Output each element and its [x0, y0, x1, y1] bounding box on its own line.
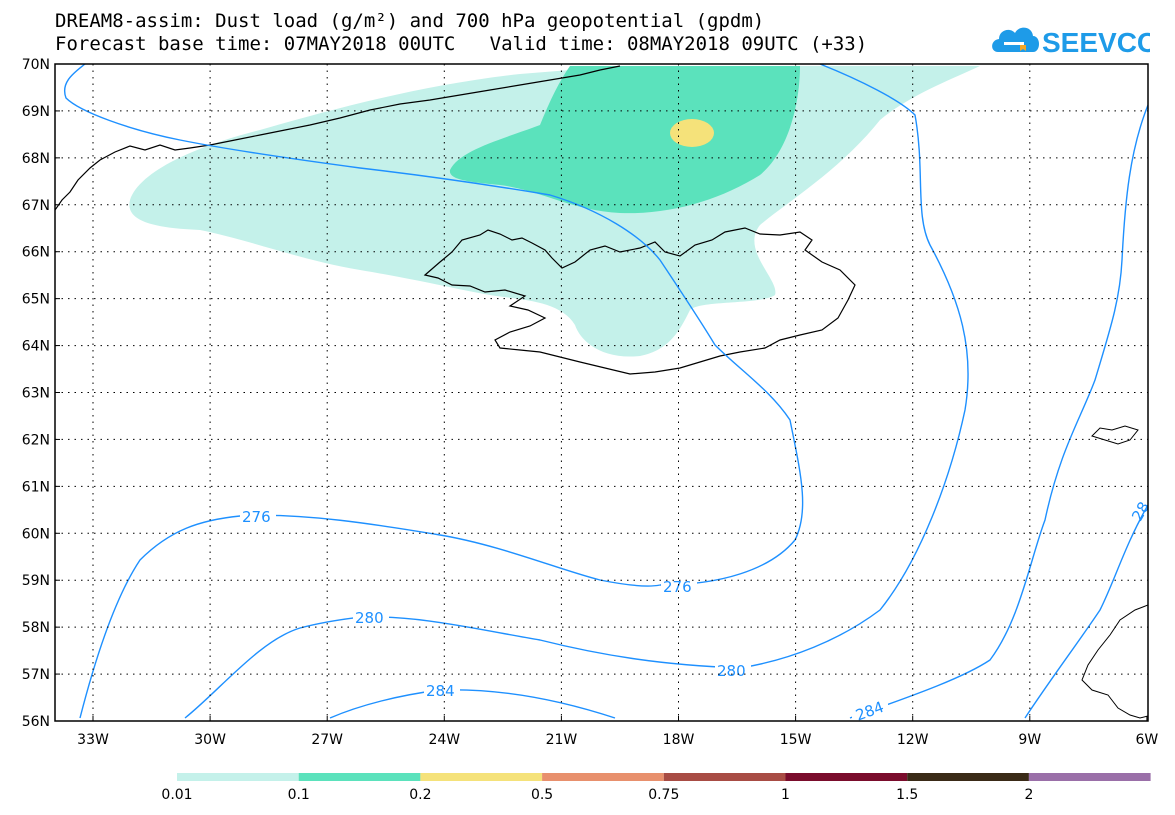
greenland-coastline — [55, 65, 621, 211]
geopotential-contours — [63, 64, 1148, 719]
latitude-label: 62N — [22, 432, 50, 448]
latitude-label: 63N — [22, 386, 50, 402]
contour-284-east — [849, 104, 1148, 719]
colorbar-label: 0.75 — [648, 787, 679, 803]
dust-region-high — [670, 119, 714, 147]
longitude-label: 24W — [428, 732, 460, 748]
colorbar-label: 0.2 — [409, 787, 431, 803]
scotland-coastline — [1081, 604, 1148, 719]
longitude-label: 30W — [194, 732, 226, 748]
colorbar-label: 1 — [781, 787, 790, 803]
contour-northeast — [739, 64, 969, 669]
colorbar: 0.01 0.1 0.2 0.5 0.75 1 1.5 2 — [161, 773, 1151, 803]
latitude-label: 60N — [22, 526, 50, 542]
map-title: DREAM8-assim: Dust load (g/m²) and 700 h… — [55, 10, 765, 32]
longitude-labels: 33W 30W 27W 24W 21W 18W 15W 12W 9W 6W — [77, 716, 1158, 748]
colorbar-swatch — [177, 773, 299, 781]
latitude-label: 56N — [22, 714, 50, 730]
contour-280 — [184, 616, 741, 719]
latitude-label: 67N — [22, 198, 50, 214]
latitude-label: 58N — [22, 620, 50, 636]
longitude-label: 18W — [663, 732, 695, 748]
longitude-label: 33W — [77, 732, 109, 748]
contour-label-276-a: 276 — [242, 508, 271, 526]
colorbar-label: 0.5 — [531, 787, 553, 803]
colorbar-swatch — [542, 773, 664, 781]
contour-label-280-a: 280 — [355, 609, 384, 627]
latitude-label: 68N — [22, 151, 50, 167]
contour-label-284-a: 284 — [426, 682, 455, 700]
latitude-label: 70N — [22, 57, 50, 73]
latitude-label: 69N — [22, 104, 50, 120]
contour-label-276-b: 276 — [663, 578, 692, 596]
dust-region-medium — [449, 66, 800, 214]
colorbar-swatch — [298, 773, 421, 781]
contour-label-280-b: 280 — [717, 662, 746, 680]
longitude-label: 27W — [311, 732, 343, 748]
longitude-label: 6W — [1136, 732, 1159, 748]
map-subtitle: Forecast base time: 07MAY2018 00UTC Vali… — [55, 33, 868, 55]
colorbar-swatch — [420, 773, 543, 781]
colorbar-swatch — [663, 773, 786, 781]
plot-area: 276 276 280 280 284 284 28 — [55, 64, 1153, 725]
longitude-label: 9W — [1018, 732, 1041, 748]
colorbar-label: 0.01 — [161, 787, 192, 803]
latitude-label: 61N — [22, 479, 50, 495]
colorbar-swatch — [785, 773, 908, 781]
contour-labels: 276 276 280 280 284 284 28 — [240, 499, 1153, 725]
longitude-label: 15W — [780, 732, 812, 748]
cloud-logo-icon — [992, 27, 1039, 52]
iceland-coastline — [423, 227, 856, 375]
contour-label-288: 28 — [1128, 499, 1153, 525]
graticule — [55, 64, 1148, 721]
latitude-label: 57N — [22, 667, 50, 683]
colorbar-label: 1.5 — [896, 787, 918, 803]
contour-label-284-b: 284 — [853, 698, 886, 725]
logo-text: SEEVCCC — [1042, 27, 1150, 58]
contour-line-northwest — [63, 64, 804, 586]
colorbar-label: 0.1 — [288, 787, 310, 803]
contour-288 — [1024, 504, 1148, 719]
latitude-label: 66N — [22, 245, 50, 261]
colorbar-swatch — [907, 773, 1029, 781]
colorbar-swatch — [1028, 773, 1151, 781]
faroe-coastline — [1091, 425, 1139, 445]
latitude-label: 65N — [22, 292, 50, 308]
latitude-labels: 70N 69N 68N 67N 66N 65N 64N 63N 62N 61N 60N 59N 58N 5… — [22, 57, 60, 730]
latitude-label: 59N — [22, 573, 50, 589]
contour-276 — [79, 514, 661, 719]
seevccc-logo: SEEVCCC — [992, 27, 1150, 58]
latitude-label: 64N — [22, 339, 50, 355]
longitude-label: 21W — [546, 732, 578, 748]
longitude-label: 12W — [897, 732, 929, 748]
contour-284-west — [329, 689, 616, 719]
colorbar-label: 2 — [1024, 787, 1033, 803]
